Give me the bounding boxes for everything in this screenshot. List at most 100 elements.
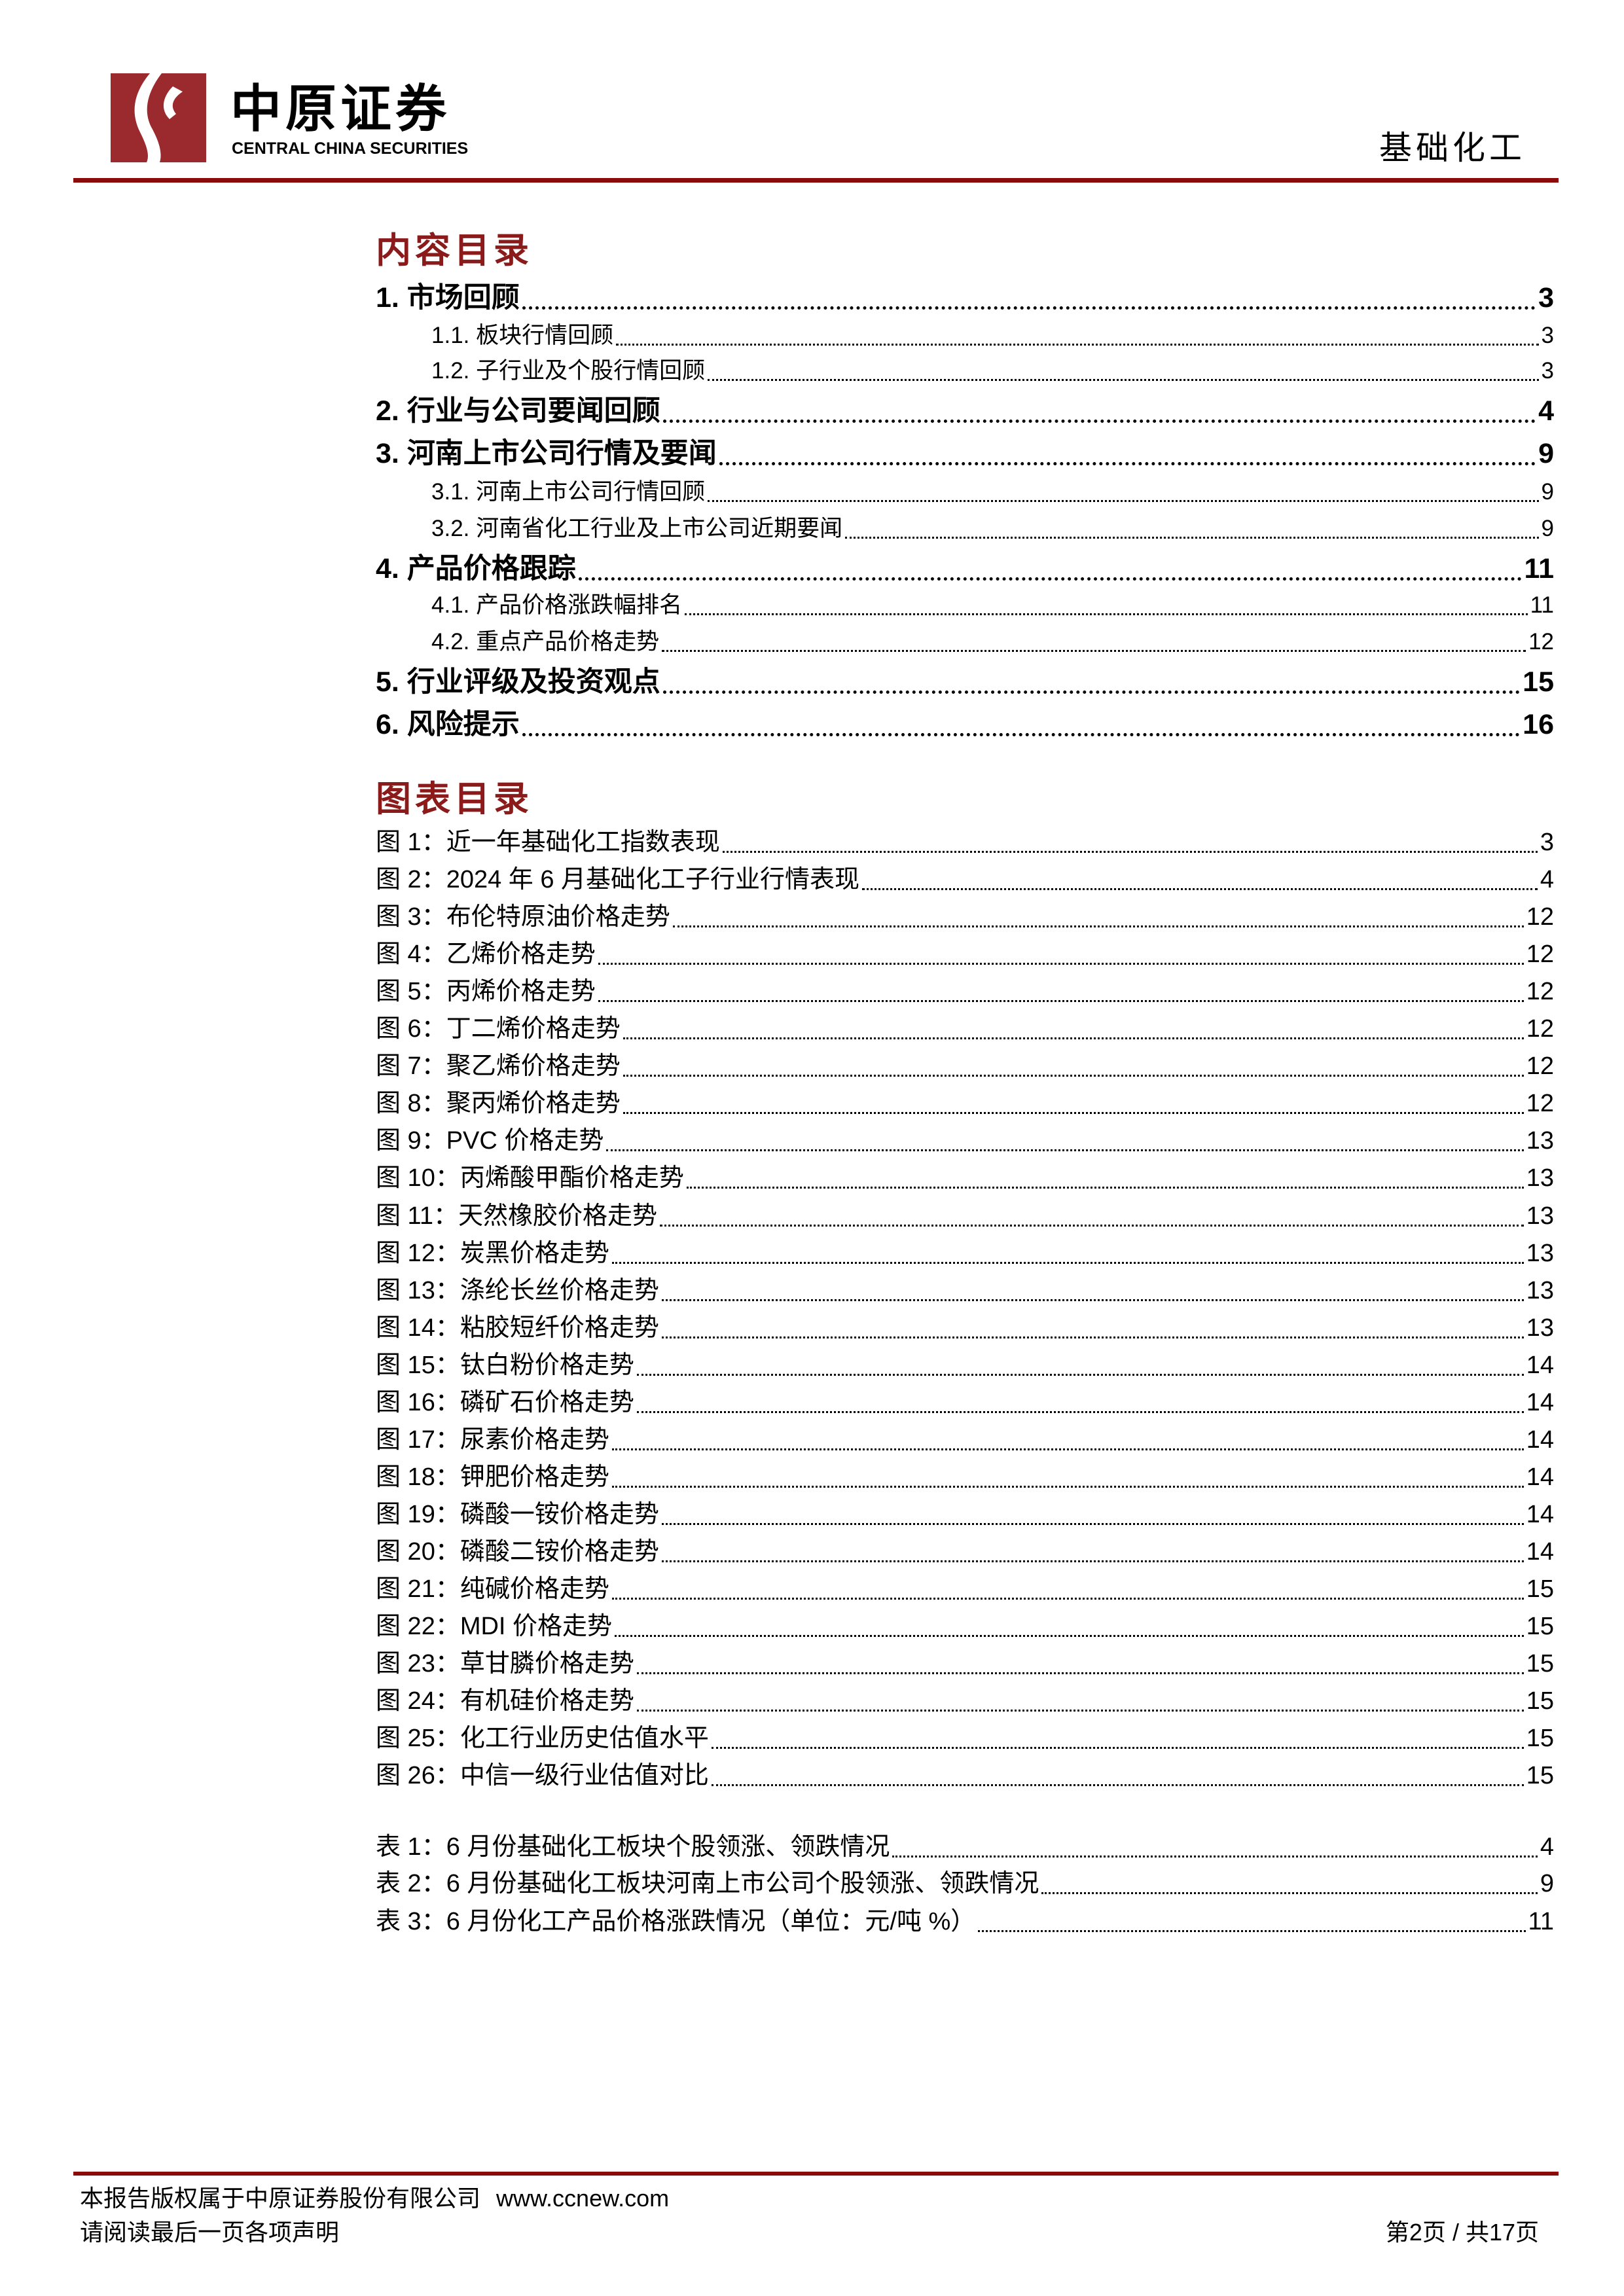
dot-leader bbox=[672, 925, 1524, 928]
entry-page-number: 13 bbox=[1526, 1314, 1554, 1342]
dot-leader bbox=[636, 1410, 1524, 1413]
entry-label: 图 11：天然橡胶价格走势 bbox=[376, 1202, 658, 1230]
figure-entry[interactable]: 图 15：钛白粉价格走势 14 bbox=[376, 1350, 1554, 1381]
footer-website-link[interactable]: www.ccnew.com bbox=[496, 2185, 670, 2212]
toc-entry[interactable]: 3. 河南上市公司行情及要闻 9 bbox=[376, 437, 1554, 471]
dot-leader bbox=[611, 1448, 1524, 1450]
entry-page-number: 12 bbox=[1526, 978, 1554, 1006]
entry-page-number: 12 bbox=[1526, 1015, 1554, 1043]
entry-label: 图 8：聚丙烯价格走势 bbox=[376, 1090, 621, 1118]
figure-entry[interactable]: 图 17：尿素价格走势 14 bbox=[376, 1424, 1554, 1456]
figure-entry[interactable]: 图 7：聚乙烯价格走势 12 bbox=[376, 1050, 1554, 1082]
dot-leader bbox=[611, 1261, 1524, 1264]
figure-entry[interactable]: 图 3：布伦特原油价格走势 12 bbox=[376, 901, 1554, 933]
toc-entry[interactable]: 5. 行业评级及投资观点 15 bbox=[376, 665, 1554, 699]
table-entry[interactable]: 表 2：6 月份基础化工板块河南上市公司个股领涨、领跌情况 9 bbox=[376, 1868, 1554, 1899]
entry-label: 图 20：磷酸二铵价格走势 bbox=[376, 1537, 659, 1566]
entry-page-number: 12 bbox=[1526, 903, 1554, 931]
dot-leader bbox=[708, 379, 1539, 381]
entry-label: 表 1：6 月份基础化工板块个股领涨、领跌情况 bbox=[376, 1833, 890, 1861]
figure-entry[interactable]: 图 20：磷酸二铵价格走势 14 bbox=[376, 1536, 1554, 1568]
toc-subentry[interactable]: 4.1. 产品价格涨跌幅排名 11 bbox=[431, 591, 1554, 620]
figure-entry[interactable]: 图 23：草甘膦价格走势 15 bbox=[376, 1648, 1554, 1679]
figures-title: 图表目录 bbox=[376, 778, 533, 819]
figure-entry[interactable]: 图 13：涤纶长丝价格走势 13 bbox=[376, 1275, 1554, 1306]
dot-leader bbox=[711, 1747, 1524, 1749]
dot-leader bbox=[845, 537, 1539, 539]
dot-leader bbox=[522, 306, 1536, 310]
dot-leader bbox=[611, 1485, 1524, 1488]
dot-leader bbox=[623, 1112, 1524, 1115]
figure-entry[interactable]: 图 19：磷酸一铵价格走势 14 bbox=[376, 1499, 1554, 1530]
figure-entry[interactable]: 图 21：纯碱价格走势 15 bbox=[376, 1573, 1554, 1605]
toc-entry[interactable]: 4. 产品价格跟踪 11 bbox=[376, 552, 1554, 586]
figure-entry[interactable]: 图 1：近一年基础化工指数表现 3 bbox=[376, 827, 1554, 858]
entry-label: 3.1. 河南上市公司行情回顾 bbox=[431, 479, 706, 505]
figure-entry[interactable]: 图 26：中信一级行业估值对比 15 bbox=[376, 1760, 1554, 1791]
entry-page-number: 4 bbox=[1538, 395, 1554, 427]
dot-leader bbox=[685, 613, 1528, 615]
figure-entry[interactable]: 图 10：丙烯酸甲酯价格走势 13 bbox=[376, 1162, 1554, 1194]
figure-entry[interactable]: 图 12：炭黑价格走势 13 bbox=[376, 1238, 1554, 1269]
dot-leader bbox=[662, 650, 1526, 652]
dot-leader bbox=[623, 1075, 1524, 1077]
figure-entry[interactable]: 图 25：化工行业历史估值水平 15 bbox=[376, 1723, 1554, 1754]
entry-label: 图 18：钾肥价格走势 bbox=[376, 1463, 609, 1491]
entry-label: 4.2. 重点产品价格走势 bbox=[431, 629, 660, 655]
logo-english-name: CENTRAL CHINA SECURITIES bbox=[232, 139, 469, 158]
toc-subentry[interactable]: 3.2. 河南省化工行业及上市公司近期要闻 9 bbox=[431, 514, 1554, 543]
figure-entry[interactable]: 图 16：磷矿石价格走势 14 bbox=[376, 1387, 1554, 1418]
entry-page-number: 12 bbox=[1526, 941, 1554, 969]
entry-label: 图 5：丙烯价格走势 bbox=[376, 978, 596, 1006]
entry-page-number: 14 bbox=[1526, 1500, 1554, 1528]
footer-disclaimer: 请阅读最后一页各项声明 bbox=[80, 2219, 340, 2246]
dot-leader bbox=[606, 1149, 1524, 1152]
logo-chinese-name: 中原证券 bbox=[230, 79, 451, 139]
entry-page-number: 3 bbox=[1541, 358, 1554, 384]
dot-leader bbox=[1041, 1892, 1538, 1894]
dot-leader bbox=[598, 1000, 1524, 1003]
entry-label: 图 19：磷酸一铵价格走势 bbox=[376, 1500, 659, 1528]
table-entry[interactable]: 表 1：6 月份基础化工板块个股领涨、领跌情况 4 bbox=[376, 1831, 1554, 1863]
entry-label: 图 24：有机硅价格走势 bbox=[376, 1687, 634, 1715]
header-divider bbox=[73, 178, 1559, 183]
entry-label: 图 9：PVC 价格走势 bbox=[376, 1127, 604, 1155]
toc-subentry[interactable]: 4.2. 重点产品价格走势 12 bbox=[431, 628, 1554, 656]
toc-subentry[interactable]: 1.2. 子行业及个股行情回顾 3 bbox=[431, 357, 1554, 386]
entry-page-number: 15 bbox=[1526, 1575, 1554, 1603]
toc-entry[interactable]: 2. 行业与公司要闻回顾 4 bbox=[376, 394, 1554, 428]
entry-label: 图 6：丁二烯价格走势 bbox=[376, 1015, 621, 1043]
dot-leader bbox=[661, 1336, 1524, 1338]
toc-entry[interactable]: 1. 市场回顾 3 bbox=[376, 281, 1554, 315]
toc-entry[interactable]: 6. 风险提示 16 bbox=[376, 708, 1554, 742]
dot-leader bbox=[661, 1560, 1524, 1562]
entry-label: 图 15：钛白粉价格走势 bbox=[376, 1351, 634, 1379]
entry-label: 图 21：纯碱价格走势 bbox=[376, 1575, 609, 1603]
figure-entry[interactable]: 图 18：钾肥价格走势 14 bbox=[376, 1462, 1554, 1493]
figure-entry[interactable]: 图 2：2024 年 6 月基础化工子行业行情表现 4 bbox=[376, 864, 1554, 895]
company-logo-mark bbox=[111, 73, 206, 162]
entry-label: 图 26：中信一级行业估值对比 bbox=[376, 1762, 709, 1790]
figure-entry[interactable]: 图 9：PVC 价格走势 13 bbox=[376, 1125, 1554, 1157]
dot-leader bbox=[636, 1672, 1524, 1675]
figure-entry[interactable]: 图 4：乙烯价格走势 12 bbox=[376, 939, 1554, 970]
figure-entry[interactable]: 图 8：聚丙烯价格走势 12 bbox=[376, 1088, 1554, 1119]
entry-page-number: 14 bbox=[1526, 1537, 1554, 1566]
toc-subentry[interactable]: 3.1. 河南上市公司行情回顾 9 bbox=[431, 478, 1554, 507]
entry-label: 1.1. 板块行情回顾 bbox=[431, 323, 614, 348]
table-entry[interactable]: 表 3：6 月份化工产品价格涨跌情况（单位：元/吨 %） 11 bbox=[376, 1906, 1554, 1937]
figure-entry[interactable]: 图 22：MDI 价格走势 15 bbox=[376, 1611, 1554, 1642]
figure-entry[interactable]: 图 24：有机硅价格走势 15 bbox=[376, 1685, 1554, 1717]
entry-page-number: 14 bbox=[1526, 1463, 1554, 1491]
entry-label: 图 23：草甘膦价格走势 bbox=[376, 1650, 634, 1678]
figure-entry[interactable]: 图 5：丙烯价格走势 12 bbox=[376, 976, 1554, 1007]
figure-entry[interactable]: 图 14：粘胶短纤价格走势 13 bbox=[376, 1312, 1554, 1344]
entry-label: 图 12：炭黑价格走势 bbox=[376, 1239, 609, 1267]
figure-entry[interactable]: 图 11：天然橡胶价格走势 13 bbox=[376, 1200, 1554, 1232]
entry-page-number: 12 bbox=[1526, 1052, 1554, 1081]
figure-entry[interactable]: 图 6：丁二烯价格走势 12 bbox=[376, 1013, 1554, 1045]
entry-label: 3.2. 河南省化工行业及上市公司近期要闻 bbox=[431, 516, 843, 541]
dot-leader bbox=[636, 1373, 1524, 1376]
entry-label: 图 7：聚乙烯价格走势 bbox=[376, 1052, 621, 1081]
toc-subentry[interactable]: 1.1. 板块行情回顾 3 bbox=[431, 321, 1554, 350]
